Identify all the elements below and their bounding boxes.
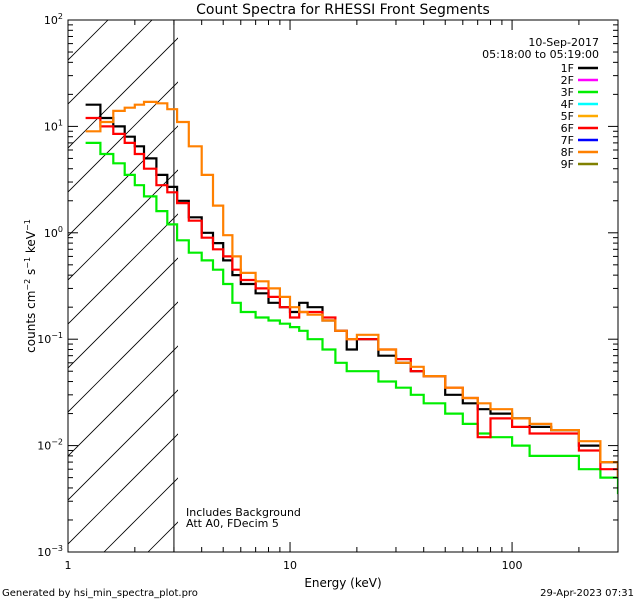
y-tick-label: 10−3 xyxy=(37,544,63,559)
y-tick-label: 10−1 xyxy=(37,331,63,346)
footer-generated-by: Generated by hsi_min_spectra_plot.pro xyxy=(2,588,198,599)
legend-label: 2F xyxy=(561,74,574,87)
legend-label: 7F xyxy=(561,134,574,147)
hatch-line xyxy=(0,0,132,552)
legend-label: 8F xyxy=(561,146,574,159)
hatch-line xyxy=(68,81,178,193)
x-tick-label: 1 xyxy=(65,559,72,572)
hatch-line xyxy=(68,20,153,105)
plot-frame xyxy=(67,19,619,553)
y-axis: 10−3 10−2 10−1 100 101 102 xyxy=(37,12,618,559)
series-layer xyxy=(85,100,618,495)
x-tick-label: 100 xyxy=(502,559,523,572)
legend-label: 6F xyxy=(561,122,574,135)
excluded-region-hatch xyxy=(0,0,640,552)
legend-label: 1F xyxy=(561,62,574,75)
legend-label: 9F xyxy=(561,158,574,171)
hatch-line xyxy=(68,20,109,61)
legend-time-range: 05:18:00 to 05:19:00 xyxy=(482,48,599,61)
y-tick-label: 102 xyxy=(44,12,63,27)
y-tick-label: 10−2 xyxy=(37,438,63,453)
series-1F xyxy=(85,103,618,478)
hatch-line xyxy=(68,389,178,501)
legend-label: 3F xyxy=(561,86,574,99)
x-axis: 1 10 100 xyxy=(65,20,619,572)
series-6F xyxy=(85,116,618,478)
legend-label: 4F xyxy=(561,98,574,111)
y-axis-label: counts cm−2 s−1 keV−1 xyxy=(23,219,38,353)
hatch-line xyxy=(68,345,178,457)
annotation-background: Includes Background xyxy=(186,506,301,519)
x-axis-label: Energy (keV) xyxy=(304,576,381,590)
legend-date: 10-Sep-2017 xyxy=(528,36,599,49)
hatch-line xyxy=(68,125,178,237)
annotation-attenuator: Att A0, FDecim 5 xyxy=(186,517,279,530)
hatch-line xyxy=(632,0,640,552)
hatch-line xyxy=(103,477,178,552)
hatch-line xyxy=(68,213,178,325)
hatch-line xyxy=(68,169,178,281)
hatch-line xyxy=(68,301,178,413)
hatch-line xyxy=(0,0,88,552)
y-tick-label: 100 xyxy=(44,225,63,240)
series-3F xyxy=(85,141,618,495)
legend-label: 5F xyxy=(561,110,574,123)
x-tick-label: 10 xyxy=(283,559,297,572)
footer-timestamp: 29-Apr-2023 07:31 xyxy=(540,588,634,599)
hatch-line xyxy=(68,37,178,149)
y-tick-label: 101 xyxy=(44,118,63,133)
hatch-line xyxy=(68,433,178,545)
chart-title: Count Spectra for RHESSI Front Segments xyxy=(196,2,490,18)
series-8F xyxy=(85,100,618,478)
